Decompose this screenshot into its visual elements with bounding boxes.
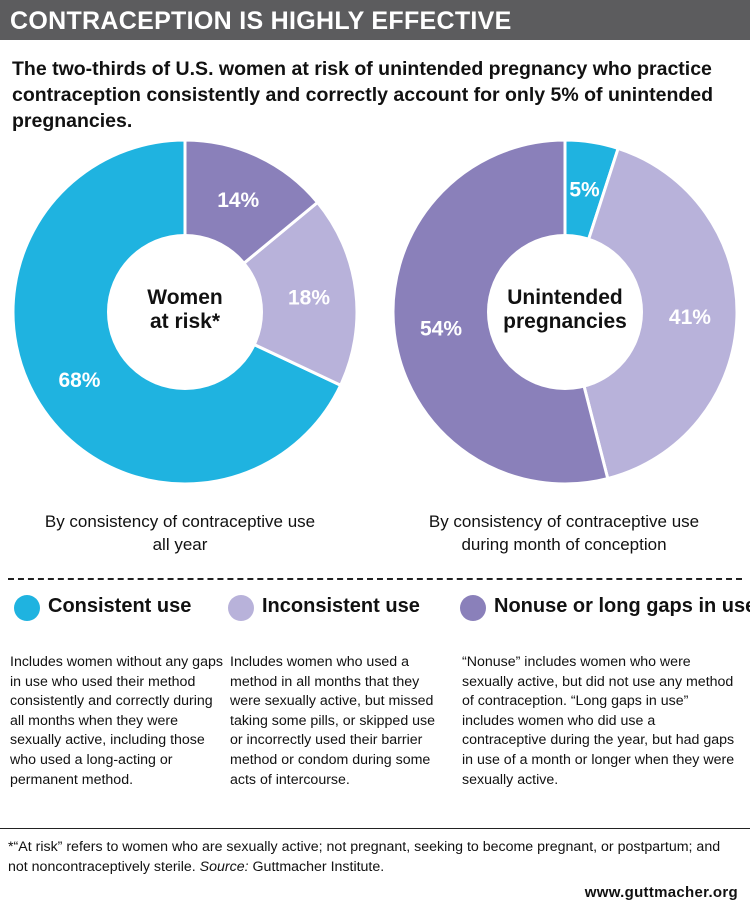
center-label-women-at-risk-line1: Women: [147, 286, 222, 309]
donut-hole-women-at-risk: [107, 234, 263, 390]
data-label-women-at-risk-nonuse: 14%: [217, 189, 259, 212]
description-nonuse: “Nonuse” includes women who were sexuall…: [462, 654, 735, 788]
legend-label-consistent: Consistent use: [48, 595, 192, 617]
data-label-unintended-pregnancies-nonuse: 54%: [420, 318, 462, 341]
legend-divider: [8, 578, 742, 580]
page-title: CONTRACEPTION IS HIGHLY EFFECTIVE: [10, 7, 512, 35]
footnote-source-text: Guttmacher Institute.: [252, 858, 385, 875]
legend-swatch-inconsistent: [228, 595, 254, 621]
chart-caption-women: By consistency of contraceptive use all …: [15, 510, 345, 556]
legend-swatch-nonuse: [460, 595, 486, 621]
data-label-unintended-pregnancies-consistent: 5%: [569, 179, 600, 202]
slice-unintended-pregnancies-inconsistent: [563, 146, 739, 481]
chart-caption-pregnancies: By consistency of contraceptive use duri…: [399, 510, 729, 556]
footnote-rule: [0, 828, 750, 829]
chart-caption-pregnancies-line1: By consistency of contraceptive use: [428, 512, 700, 531]
description-inconsistent: Includes women who used a method in all …: [230, 654, 436, 788]
donut-hole-unintended-pregnancies: [487, 234, 643, 390]
footnote: *“At risk” refers to women who are sexua…: [8, 838, 742, 877]
chart-caption-pregnancies-line2: during month of conception: [461, 535, 667, 554]
slice-women-at-risk-inconsistent: [182, 200, 359, 388]
data-label-women-at-risk-inconsistent: 18%: [288, 286, 330, 309]
legend-swatch-consistent: [14, 595, 40, 621]
center-label-women-at-risk-line2: at risk*: [150, 310, 221, 333]
chart-caption-women-line1: By consistency of contraceptive use: [44, 512, 316, 531]
data-label-women-at-risk-consistent: 68%: [58, 369, 100, 392]
footnote-source-label: Source:: [199, 858, 249, 875]
legend-label-nonuse: Nonuse or long gaps in use: [494, 595, 750, 617]
chart-caption-women-line2: all year: [152, 535, 208, 554]
data-label-unintended-pregnancies-inconsistent: 41%: [669, 306, 711, 329]
description-consistent: Includes women without any gaps in use w…: [10, 654, 223, 788]
page-subtitle: The two-thirds of U.S. women at risk of …: [12, 58, 714, 132]
center-label-unintended-pregnancies-line1: Unintended: [507, 286, 623, 309]
center-label-unintended-pregnancies-line2: pregnancies: [503, 310, 627, 333]
title-bar: CONTRACEPTION IS HIGHLY EFFECTIVE: [0, 0, 750, 40]
footer-url: www.guttmacher.org: [584, 884, 738, 901]
legend-label-inconsistent: Inconsistent use: [262, 595, 420, 617]
footnote-text: *“At risk” refers to women who are sexua…: [8, 839, 721, 875]
